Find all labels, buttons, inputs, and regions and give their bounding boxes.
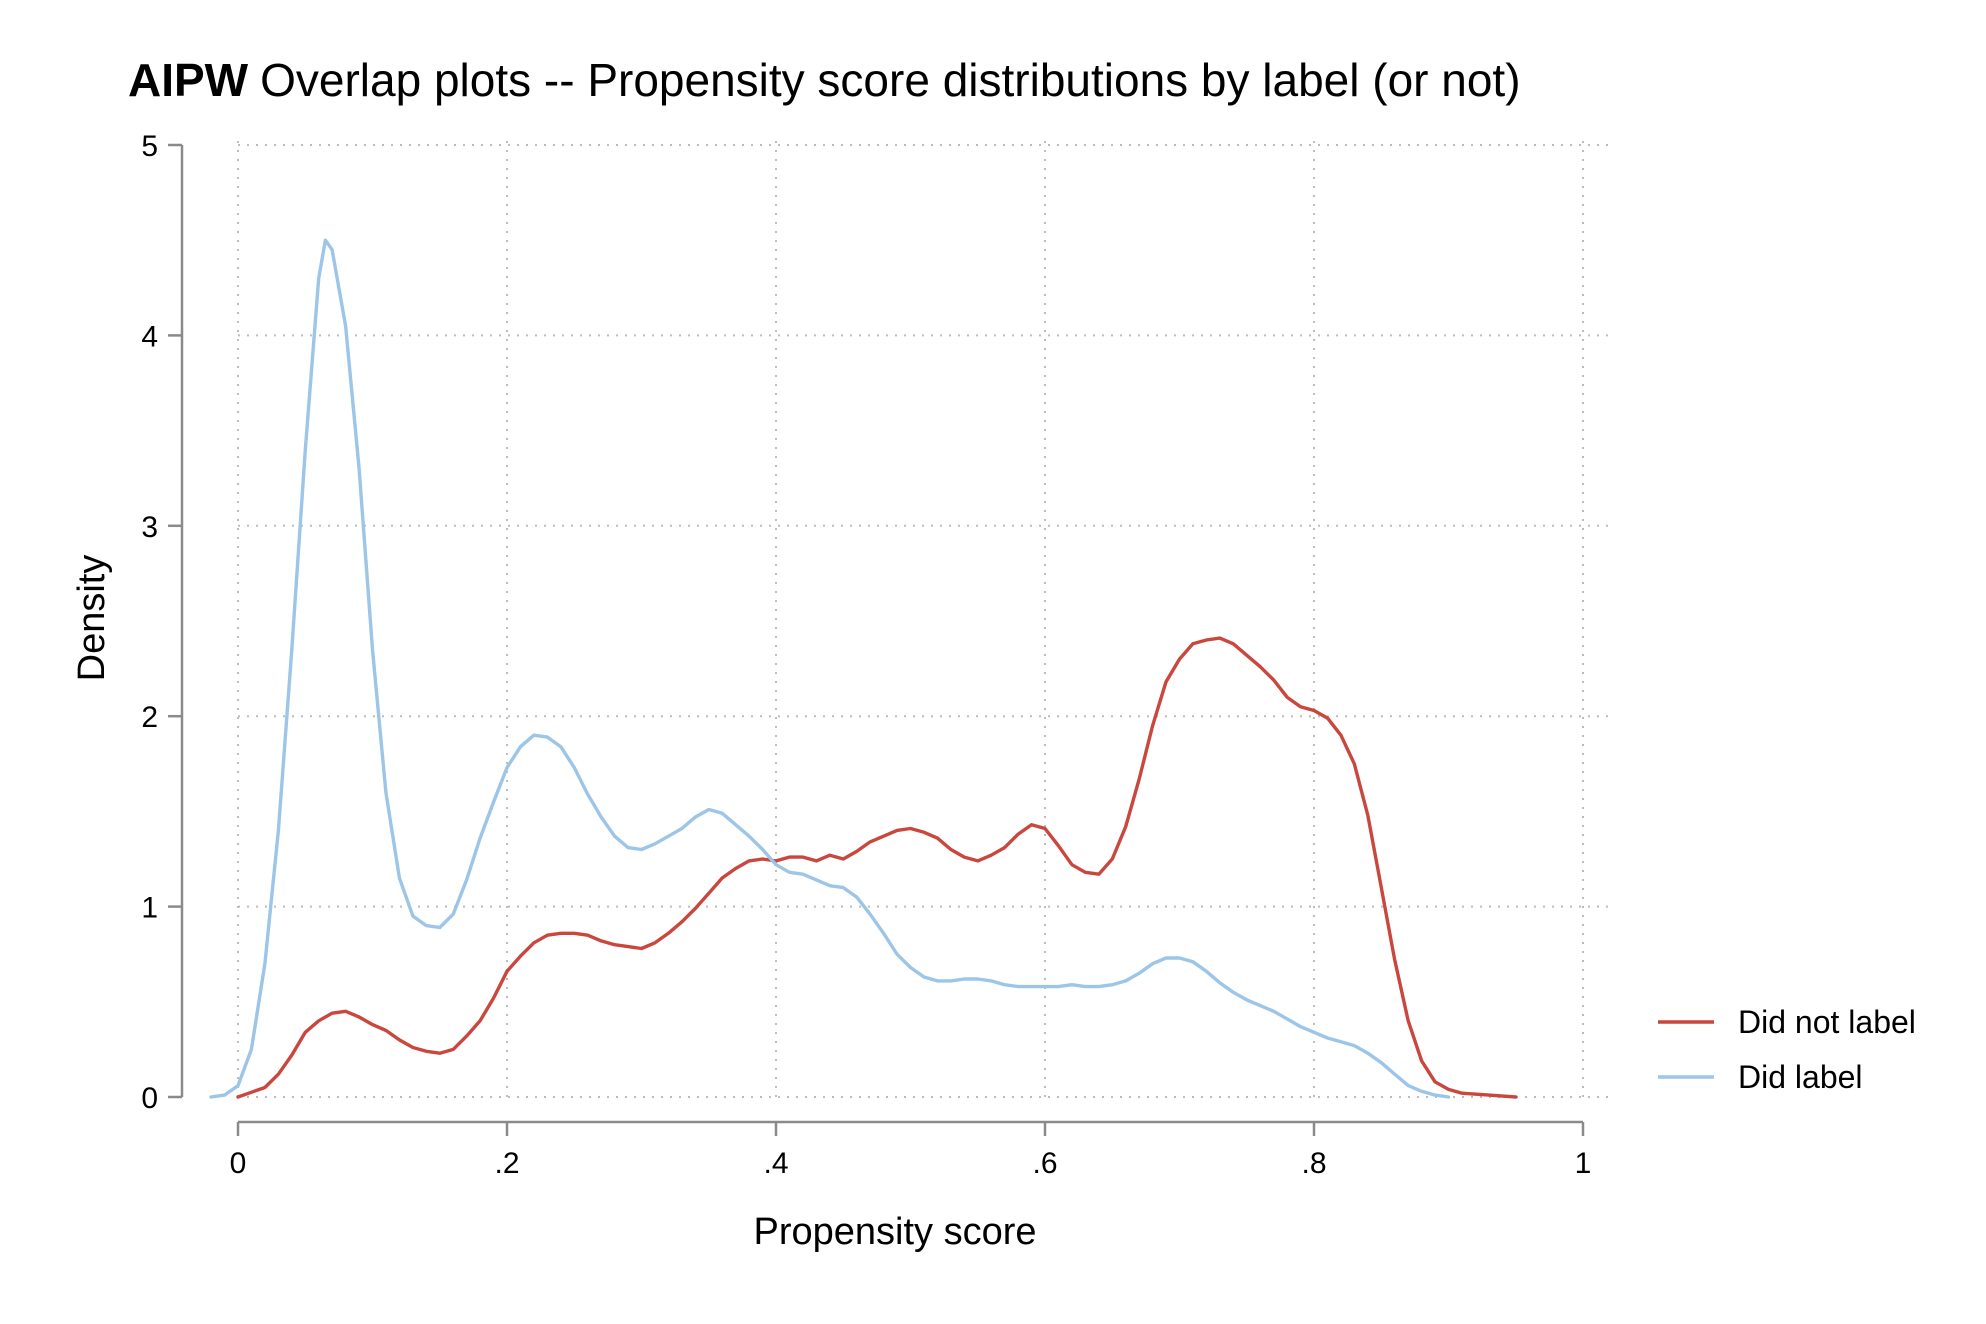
y-axis-title: Density: [71, 555, 113, 682]
x-tick-label: .6: [1032, 1147, 1057, 1180]
series-line-1: [236, 636, 1518, 1099]
series-line-2: [209, 238, 1451, 1099]
x-tick-label: .8: [1301, 1147, 1326, 1180]
legend-label: Did label: [1738, 1059, 1863, 1095]
x-tick-label: 1: [1575, 1147, 1592, 1180]
y-tick-label: 5: [141, 130, 158, 163]
chart-title: AIPW Overlap plots -- Propensity score di…: [128, 54, 1521, 106]
y-tick-label: 4: [141, 320, 158, 353]
tick-labels: 0 1 2 3 4 5 0 .2 .4 .6 .8 1: [141, 130, 1591, 1180]
y-tick-label: 3: [141, 511, 158, 544]
series-lines: [209, 238, 1518, 1099]
chart-title-rest: Overlap plots -- Propensity score distri…: [260, 54, 1520, 106]
y-tick-label: 2: [141, 701, 158, 734]
grid: [237, 141, 1608, 1099]
legend: Did not label Did label: [1658, 1004, 1916, 1095]
chart-title-bold: AIPW: [128, 54, 249, 106]
axes: [168, 143, 1585, 1136]
y-tick-label: 0: [141, 1082, 158, 1115]
x-tick-label: .2: [494, 1147, 519, 1180]
x-tick-label: 0: [230, 1147, 247, 1180]
x-tick-label: .4: [763, 1147, 788, 1180]
legend-label: Did not label: [1738, 1004, 1916, 1040]
x-axis-title: Propensity score: [753, 1211, 1036, 1253]
y-tick-label: 1: [141, 892, 158, 925]
